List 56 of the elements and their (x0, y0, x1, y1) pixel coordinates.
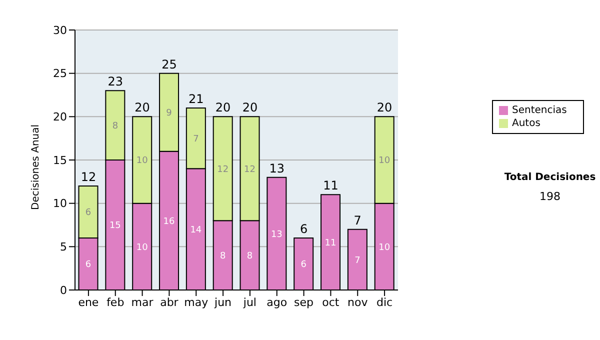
y-tick-label: 15 (53, 154, 67, 167)
x-tick-label: nov (348, 296, 368, 309)
total-label: 21 (188, 92, 204, 106)
data-label: 13 (270, 230, 282, 240)
x-tick-label: oct (322, 296, 340, 309)
y-tick-label: 5 (60, 240, 67, 254)
y-tick-label: 20 (53, 110, 67, 124)
y-axis-title: Decisiones Anual (30, 124, 42, 210)
total-label: 20 (242, 100, 258, 115)
y-tick-label: 10 (53, 197, 67, 210)
data-label: 10 (378, 156, 390, 166)
data-label: 8 (246, 252, 253, 262)
total-label: 20 (215, 100, 231, 115)
x-tick-label: sep (294, 296, 314, 309)
data-label: 6 (300, 260, 307, 270)
data-label: 10 (136, 156, 148, 166)
x-tick-label: jul (242, 296, 257, 309)
legend-label: Sentencias (512, 105, 567, 116)
data-label: 7 (193, 134, 199, 145)
data-label: 9 (166, 108, 172, 119)
data-label: 8 (112, 122, 118, 132)
legend-label: Autos (512, 118, 540, 129)
total-label: 20 (134, 100, 150, 115)
data-label: 12 (217, 164, 229, 175)
text: 198 (538, 190, 562, 203)
x-tick-label: mar (131, 296, 154, 309)
total-label: 13 (269, 161, 285, 176)
x-tick-label: may (184, 296, 209, 309)
total-label: 20 (376, 100, 392, 115)
total-label: 6 (300, 222, 308, 236)
total-label: 11 (323, 178, 338, 193)
total-label: 12 (80, 170, 96, 184)
x-tick-label: jun (214, 296, 232, 309)
data-label: 12 (244, 164, 256, 175)
x-tick-label: ene (78, 296, 99, 309)
total-label: 25 (162, 57, 177, 72)
data-label: 10 (378, 242, 390, 253)
y-tick-label: 25 (53, 67, 67, 80)
data-label: 6 (85, 208, 92, 218)
data-label: 11 (324, 238, 336, 249)
text: Total Decisiones (503, 172, 597, 183)
x-tick-label: abr (160, 296, 179, 309)
data-label: 14 (190, 226, 202, 236)
data-label: 7 (354, 256, 360, 266)
total-label: 7 (354, 213, 362, 228)
x-tick-label: ago (266, 296, 288, 309)
x-tick-label: feb (106, 296, 124, 309)
y-tick-label: 0 (60, 284, 67, 297)
total-label: 23 (108, 74, 124, 89)
y-tick-label: 30 (53, 24, 67, 37)
data-label: 15 (109, 221, 121, 232)
data-label: 10 (136, 242, 148, 253)
data-label: 8 (220, 252, 226, 262)
x-tick-label: dic (376, 296, 393, 309)
data-label: 16 (163, 216, 176, 227)
data-label: 6 (85, 260, 92, 270)
